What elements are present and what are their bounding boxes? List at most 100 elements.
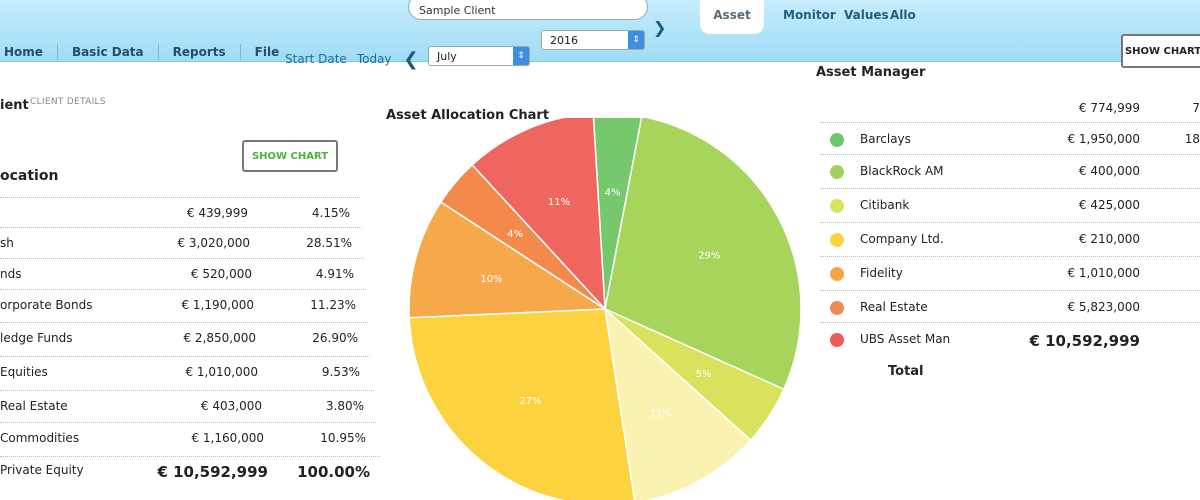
show-chart-button[interactable]: SHOW CHART bbox=[242, 140, 338, 172]
legend-dot-icon bbox=[830, 133, 844, 147]
table-row: Real Estate € 403,000 3.80% bbox=[0, 390, 374, 420]
pie-slice-label: 27% bbox=[519, 396, 541, 407]
legend-dot-icon bbox=[830, 301, 844, 315]
section-subtitle: CLIENT DETAILS bbox=[30, 97, 106, 107]
manager-label: Barclays bbox=[860, 132, 911, 146]
table-row: Equities € 1,010,000 9.53% bbox=[0, 356, 370, 386]
legend-dot-icon bbox=[830, 267, 844, 281]
manager-value: € 425,000 bbox=[1078, 198, 1140, 212]
manager-value: € 210,000 bbox=[1078, 232, 1140, 246]
pie-slice-4[interactable] bbox=[408, 308, 636, 500]
legend-dot-icon bbox=[830, 333, 844, 347]
pie-slice-label: 10% bbox=[480, 274, 502, 285]
table-row-total: Private Equity € 10,592,999 100.00% bbox=[0, 456, 380, 486]
row-value: € 2,850,000 bbox=[183, 331, 256, 345]
pie-slice-3[interactable] bbox=[603, 307, 752, 500]
chevron-right-icon[interactable]: ❯ bbox=[653, 18, 667, 37]
row-value: € 1,010,000 bbox=[185, 365, 258, 379]
asset-allocation-pie-chart[interactable]: 4% 29% 5% 11% 27% 10% 4% 11% bbox=[400, 118, 810, 500]
row-value: € 520,000 bbox=[190, 267, 252, 281]
client-selector[interactable]: Sample Client bbox=[408, 0, 648, 20]
row-value: € 10,592,999 bbox=[157, 463, 268, 481]
list-item: BlackRock AM € 400,000 bbox=[820, 154, 1200, 186]
manager-value: € 400,000 bbox=[1078, 164, 1140, 178]
row-percent: 28.51% bbox=[306, 236, 352, 250]
row-percent: 9.53% bbox=[321, 365, 360, 379]
main-nav: Home Basic Data Reports File bbox=[0, 40, 293, 64]
manager-label: UBS Asset Man bbox=[860, 332, 951, 346]
pie-slice-label: 11% bbox=[548, 197, 570, 208]
manager-value: € 5,823,000 bbox=[1067, 300, 1140, 314]
row-label: Real Estate bbox=[0, 399, 68, 413]
pie-slice-5[interactable] bbox=[408, 200, 608, 319]
nav-reports[interactable]: Reports bbox=[159, 44, 241, 60]
manager-label: BlackRock AM bbox=[860, 164, 944, 178]
chevron-left-icon[interactable]: ❮ bbox=[403, 48, 419, 70]
total-row: Total bbox=[820, 356, 1200, 390]
pie-slice-label: 11% bbox=[650, 408, 672, 419]
top-bar: Sample Client ❯ Home Basic Data Reports … bbox=[0, 0, 1200, 62]
list-item: UBS Asset Man € 10,592,999 bbox=[820, 322, 1200, 354]
manager-value: € 774,999 bbox=[1078, 101, 1140, 115]
month-select[interactable]: July ⇕ bbox=[428, 46, 530, 66]
year-select[interactable]: 2016 ⇕ bbox=[541, 30, 645, 50]
legend-dot-icon bbox=[830, 199, 844, 213]
row-label: nds bbox=[0, 267, 22, 281]
chart-title: Asset Allocation Chart bbox=[386, 108, 550, 123]
list-item: € 774,999 7 bbox=[820, 92, 1200, 124]
table-row: nds € 520,000 4.91% bbox=[0, 258, 364, 288]
row-value: € 1,190,000 bbox=[181, 298, 254, 312]
row-percent: 4.91% bbox=[315, 267, 354, 281]
pie-slice-label: 29% bbox=[698, 251, 720, 262]
list-item: Citibank € 425,000 bbox=[820, 188, 1200, 220]
table-row: orporate Bonds € 1,190,000 11.23% bbox=[0, 289, 366, 319]
date-controls: Start Date Today ❮ bbox=[285, 48, 429, 70]
allocation-title: ocation bbox=[0, 168, 59, 184]
row-label: sh bbox=[0, 236, 14, 250]
asset-manager-title: Asset Manager bbox=[816, 65, 926, 80]
row-value: € 403,000 bbox=[200, 399, 262, 413]
row-value: € 439,999 bbox=[186, 206, 248, 220]
row-label: orporate Bonds bbox=[0, 298, 93, 312]
tab-bar: Asset Monitor Values Allo bbox=[690, 0, 1200, 34]
row-value: € 3,020,000 bbox=[177, 236, 250, 250]
list-item: Company Ltd. € 210,000 bbox=[820, 222, 1200, 254]
tab-allocation[interactable]: Allo bbox=[890, 8, 916, 22]
nav-basic-data[interactable]: Basic Data bbox=[58, 44, 159, 60]
manager-extra: 7 bbox=[1192, 101, 1200, 115]
row-label: ledge Funds bbox=[0, 331, 73, 345]
table-row: Commodities € 1,160,000 10.95% bbox=[0, 422, 376, 452]
row-percent: 3.80% bbox=[325, 399, 364, 413]
nav-file[interactable]: File bbox=[254, 45, 280, 59]
row-percent: 26.90% bbox=[312, 331, 358, 345]
total-label: Total bbox=[888, 364, 924, 379]
list-item: Fidelity € 1,010,000 bbox=[820, 256, 1200, 288]
pie-slice-label: 5% bbox=[696, 369, 712, 380]
manager-extra: 18 bbox=[1184, 132, 1200, 146]
row-label: Private Equity bbox=[0, 463, 84, 477]
row-percent: 11.23% bbox=[310, 298, 356, 312]
row-percent: 100.00% bbox=[297, 463, 370, 481]
pie-slice-0[interactable] bbox=[592, 118, 643, 310]
legend-dot-icon bbox=[830, 165, 844, 179]
manager-label: Company Ltd. bbox=[860, 232, 944, 246]
section-title: ient bbox=[0, 98, 29, 113]
manager-label: Real Estate bbox=[860, 300, 928, 314]
select-arrows-icon: ⇕ bbox=[513, 47, 529, 65]
manager-value: € 10,592,999 bbox=[1029, 332, 1140, 350]
pie-slice-7[interactable] bbox=[471, 118, 606, 312]
row-label: Equities bbox=[0, 365, 48, 379]
row-label: Commodities bbox=[0, 431, 80, 445]
tab-values[interactable]: Values bbox=[844, 8, 889, 22]
pie-slice-1[interactable] bbox=[604, 118, 802, 391]
nav-home[interactable]: Home bbox=[0, 44, 58, 60]
month-value: July bbox=[437, 50, 457, 63]
show-chart-button-right[interactable]: SHOW CHART bbox=[1121, 34, 1200, 68]
row-percent: 10.95% bbox=[320, 431, 366, 445]
tab-asset[interactable]: Asset bbox=[700, 0, 764, 34]
tab-monitor[interactable]: Monitor bbox=[783, 8, 836, 22]
start-date-link[interactable]: Start Date bbox=[285, 52, 347, 66]
list-item: Barclays € 1,950,000 18 bbox=[820, 122, 1200, 154]
today-link[interactable]: Today bbox=[356, 52, 392, 66]
client-name: Sample Client bbox=[419, 4, 496, 17]
